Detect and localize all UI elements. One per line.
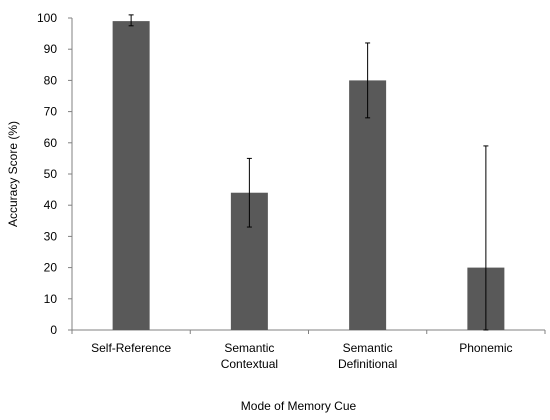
y-tick-labels: 0 10 20 30 40 50 60 70 80 90 100	[37, 11, 72, 337]
x-category-labels: Self-Reference Semantic ContextualSemantic…	[71, 330, 546, 371]
y-tick-label: 10	[44, 292, 58, 306]
x-category-label: Self-Reference	[91, 341, 171, 355]
x-category-label: Semantic Contextual	[221, 341, 278, 371]
y-axis: 0 10 20 30 40 50 60 70 80 90 100	[37, 11, 73, 337]
bars	[112, 21, 505, 331]
y-tick-label: 50	[44, 167, 58, 181]
error-bars	[128, 14, 489, 331]
y-tick-label: 80	[44, 73, 58, 87]
x-category-label-line: Contextual	[221, 357, 278, 371]
error-bar	[365, 42, 371, 119]
y-tick-label: 40	[44, 198, 58, 212]
x-category-label-line: Semantic	[224, 341, 274, 355]
y-tick-label: 70	[44, 105, 58, 119]
y-tick-label: 20	[44, 261, 58, 275]
y-tick-label: 90	[44, 42, 58, 56]
x-category-label: Semantic Definitional	[338, 341, 397, 371]
error-bar	[128, 14, 134, 27]
error-bar	[483, 145, 489, 331]
x-category-label-line: Phonemic	[459, 341, 512, 355]
error-bar	[246, 157, 252, 228]
bar	[112, 21, 150, 331]
x-axis-title: Mode of Memory Cue	[241, 399, 357, 413]
bar	[349, 80, 387, 331]
y-tick-label: 100	[37, 11, 57, 25]
x-axis: Self-Reference Semantic ContextualSemantic…	[71, 329, 546, 371]
y-tick-label: 0	[50, 323, 57, 337]
y-tick-label: 60	[44, 136, 58, 150]
y-tick-label: 30	[44, 229, 58, 243]
x-category-label: Phonemic	[459, 341, 512, 355]
x-category-label-line: Definitional	[338, 357, 397, 371]
y-axis-title: Accuracy Score (%)	[6, 121, 20, 227]
x-category-label-line: Semantic	[343, 341, 393, 355]
x-category-label-line: Self-Reference	[91, 341, 171, 355]
